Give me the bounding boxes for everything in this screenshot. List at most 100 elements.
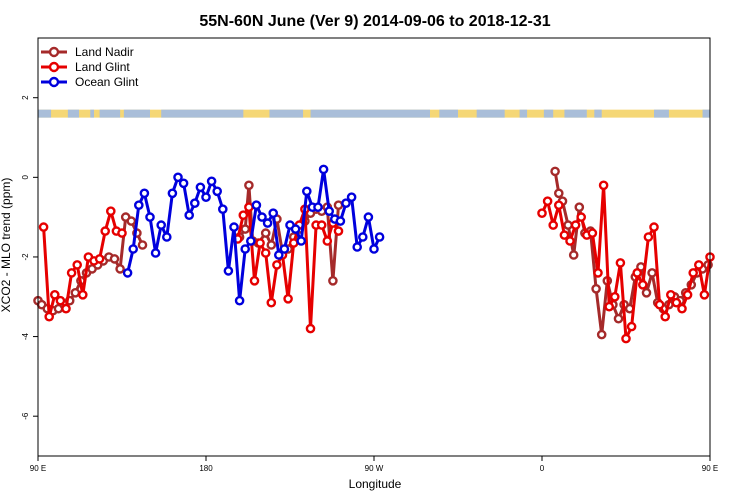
data-point [318,164,329,175]
data-point [322,236,333,246]
data-point [117,228,127,238]
data-point [554,188,564,199]
data-point [346,192,357,202]
data-point [66,268,77,278]
ocean-band-segment [99,109,121,118]
data-point [324,206,335,216]
data-point [613,313,624,324]
data-point [328,275,338,286]
data-point [240,224,250,234]
data-point [632,268,643,278]
series-layer [33,164,715,344]
data-point [615,258,626,268]
data-point [189,198,200,208]
ocean-band-segment [702,109,710,118]
data-point [229,222,239,232]
y-tick-label: 0 [21,175,30,180]
ocean-band-segment [123,109,150,118]
data-point [255,238,265,248]
data-point [626,321,637,332]
data-point [234,295,245,306]
x-tick-label: 90 W [365,464,384,473]
data-point [128,244,138,254]
data-point [70,287,81,298]
data-point [38,222,49,232]
data-point [288,238,299,248]
data-point [587,228,598,238]
legend-item: Ocean Glint [41,75,139,89]
ocean-band-segment [654,109,669,118]
series-line [42,209,123,319]
data-point [593,268,603,278]
data-point [133,200,144,210]
data-point [694,260,704,270]
y-axis-label: XCO2 - MLO trend (ppm) [0,178,13,313]
data-point [212,186,222,197]
ocean-band-segment [38,109,52,118]
y-tick-label: -6 [21,412,30,420]
data-point [109,254,120,264]
ocean-band-segment [161,109,244,118]
data-point [201,192,211,202]
x-tick-label: 0 [540,464,545,473]
data-point [173,172,183,183]
data-point [272,260,282,270]
data-point [268,208,279,218]
legend-marker [48,46,60,58]
ocean-band-segment [543,109,554,118]
data-point [677,303,687,314]
data-point [195,182,206,193]
legend-label: Ocean Glint [75,75,139,89]
data-point [596,329,607,340]
data-point [335,216,346,226]
data-point [100,226,110,236]
data-point [122,268,133,278]
data-point [649,222,659,232]
data-point [591,283,601,294]
data-point [283,293,293,304]
series-line [540,183,712,341]
data-point [643,232,654,242]
ocean-band-segment [476,109,505,118]
data-point [568,250,579,260]
data-point [251,200,262,210]
legend-marker [48,76,60,88]
data-point [598,180,609,191]
data-point [333,226,344,236]
data-point [262,218,273,228]
data-point [654,299,665,310]
data-point [139,188,150,199]
y-axis: 2 0 -2 -4 -6 [21,95,38,420]
data-point [257,212,267,222]
data-point [244,202,254,212]
data-point [244,180,254,191]
data-point [301,186,312,197]
data-point [647,268,657,278]
data-point [238,210,249,220]
data-point [72,260,82,270]
data-point [316,220,327,230]
ocean-band-segment [269,109,304,118]
data-point [240,244,250,254]
data-point [161,232,172,242]
series-ocean-glint [122,164,385,306]
data-point [290,224,301,234]
x-tick-label: 90 E [702,464,718,473]
legend-item: Land Glint [41,60,130,74]
ocean-band-segment [564,109,587,118]
data-point [178,178,189,189]
data-point [279,244,290,254]
data-point [688,268,699,278]
data-point [156,220,166,230]
data-point [638,279,648,290]
data-point [145,212,155,222]
y-tick-label: -2 [21,253,30,261]
data-point [184,210,194,220]
data-point [249,275,260,286]
data-point [61,303,71,314]
land-ocean-band [38,109,710,118]
legend-marker [48,61,60,73]
data-point [621,333,631,344]
